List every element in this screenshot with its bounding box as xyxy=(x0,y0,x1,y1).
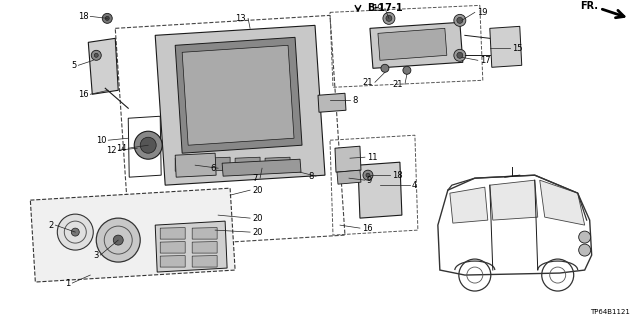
Text: 1: 1 xyxy=(65,278,70,288)
Circle shape xyxy=(366,173,370,177)
Text: 21: 21 xyxy=(362,78,373,87)
Polygon shape xyxy=(265,157,290,171)
Polygon shape xyxy=(318,93,346,112)
Circle shape xyxy=(386,15,392,21)
Text: 7: 7 xyxy=(253,174,258,183)
Polygon shape xyxy=(337,170,361,184)
Polygon shape xyxy=(540,180,585,225)
Text: 18: 18 xyxy=(77,12,88,21)
Circle shape xyxy=(457,17,463,23)
Text: 20: 20 xyxy=(252,214,262,223)
Text: 9: 9 xyxy=(367,176,372,185)
Text: 18: 18 xyxy=(392,171,403,180)
Text: 11: 11 xyxy=(367,153,378,162)
Text: 2: 2 xyxy=(48,220,53,230)
Circle shape xyxy=(454,14,466,26)
Polygon shape xyxy=(192,242,217,253)
Circle shape xyxy=(71,228,79,236)
Polygon shape xyxy=(222,159,301,176)
Text: B-17-1: B-17-1 xyxy=(367,4,403,13)
Text: 6: 6 xyxy=(211,164,216,173)
Circle shape xyxy=(403,66,411,74)
Polygon shape xyxy=(182,45,294,145)
Text: FR.: FR. xyxy=(580,1,598,12)
Polygon shape xyxy=(335,146,361,172)
Circle shape xyxy=(363,170,373,180)
Polygon shape xyxy=(175,37,302,153)
Text: 4: 4 xyxy=(412,181,417,190)
Circle shape xyxy=(105,16,109,20)
Text: 5: 5 xyxy=(71,61,76,70)
Polygon shape xyxy=(490,180,538,220)
Text: 13: 13 xyxy=(236,14,246,23)
Text: 10: 10 xyxy=(96,136,106,145)
Circle shape xyxy=(92,50,101,60)
Text: 20: 20 xyxy=(252,228,262,236)
Circle shape xyxy=(102,13,112,23)
Text: 8: 8 xyxy=(308,172,314,181)
Polygon shape xyxy=(358,162,402,218)
Text: 16: 16 xyxy=(77,90,88,99)
Text: 16: 16 xyxy=(362,224,372,233)
Polygon shape xyxy=(160,228,185,239)
Polygon shape xyxy=(175,157,200,171)
Text: 17: 17 xyxy=(480,56,490,65)
Circle shape xyxy=(58,214,93,250)
Polygon shape xyxy=(450,187,488,223)
Polygon shape xyxy=(175,153,216,177)
Text: TP64B1121: TP64B1121 xyxy=(589,309,630,315)
Text: 3: 3 xyxy=(93,251,99,260)
Polygon shape xyxy=(490,26,522,67)
Circle shape xyxy=(94,53,99,57)
Polygon shape xyxy=(155,221,227,272)
Circle shape xyxy=(134,131,162,159)
Polygon shape xyxy=(160,256,185,267)
Text: 19: 19 xyxy=(477,8,487,17)
Text: 19: 19 xyxy=(372,4,383,13)
Circle shape xyxy=(579,244,591,256)
Polygon shape xyxy=(30,188,235,282)
Circle shape xyxy=(381,64,389,72)
Polygon shape xyxy=(155,25,325,185)
Polygon shape xyxy=(160,242,185,253)
Polygon shape xyxy=(235,157,260,171)
Polygon shape xyxy=(192,228,217,239)
Text: 12: 12 xyxy=(106,146,116,155)
Text: 21: 21 xyxy=(392,80,403,89)
Polygon shape xyxy=(88,38,118,94)
Text: 8: 8 xyxy=(352,96,357,105)
Polygon shape xyxy=(378,28,447,60)
Circle shape xyxy=(579,231,591,243)
Circle shape xyxy=(457,52,463,58)
Circle shape xyxy=(140,137,156,153)
Polygon shape xyxy=(192,256,217,267)
Polygon shape xyxy=(370,22,463,68)
Circle shape xyxy=(113,235,124,245)
Text: 14: 14 xyxy=(116,144,126,153)
Polygon shape xyxy=(205,157,230,171)
Circle shape xyxy=(454,49,466,61)
Circle shape xyxy=(96,218,140,262)
Text: 20: 20 xyxy=(252,186,262,195)
Circle shape xyxy=(383,12,395,24)
Text: 15: 15 xyxy=(512,44,522,53)
